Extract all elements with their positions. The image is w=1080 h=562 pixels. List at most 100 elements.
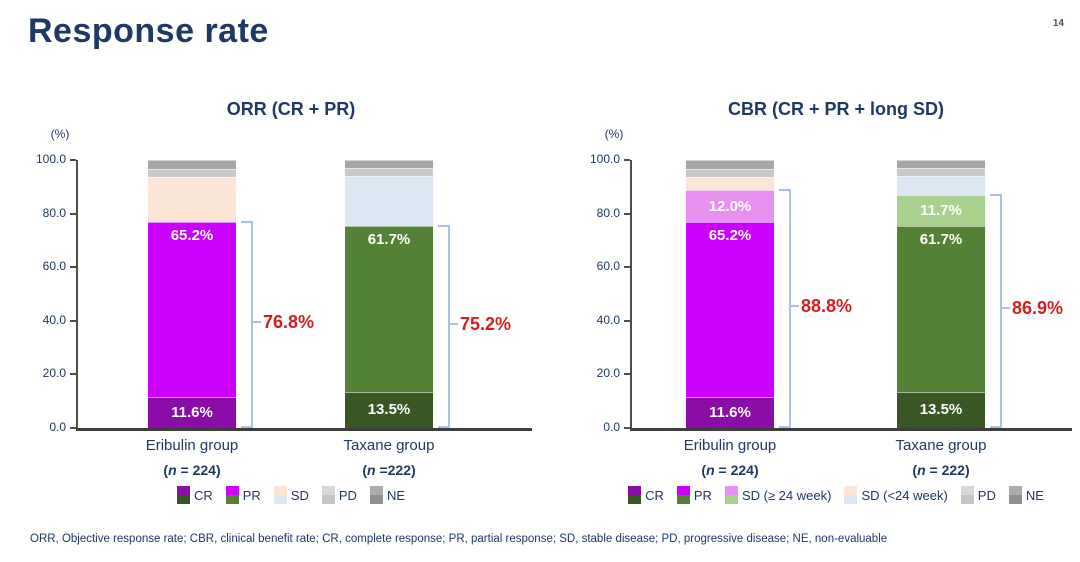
bar-segment-SD-24-week- [897,176,985,196]
legend-swatch-top [628,486,642,495]
y-axis-tick-label: 100.0 [589,152,620,166]
legend-swatch [676,486,690,504]
legend-label: PR [693,487,712,503]
bar-segment-CR: 13.5% [345,391,433,428]
bar-segment-SD [148,176,236,223]
legend-label: PR [242,487,261,503]
legend-label: PD [338,487,357,503]
bar-segment-SD-24-week- [686,176,774,190]
legend-item: PD [960,486,996,504]
bar-segment-PR: 65.2% [686,222,774,397]
legend-swatch-bottom [369,495,383,504]
legend-item: CR [176,486,213,504]
legend-swatch-top [1008,486,1022,495]
bracket-shape [241,221,261,429]
y-axis-tick-label: 40.0 [596,312,620,327]
segment-value-label: 11.7% [920,202,962,220]
y-axis-tick-label: 20.0 [42,366,66,381]
legend-swatch-top [676,486,690,495]
bar-segment-PD [148,168,236,177]
y-axis-tick-mark [70,373,76,376]
y-axis-tick-mark [624,319,630,322]
legend-item: NE [369,486,405,504]
legend-item: SD (<24 week) [844,486,948,504]
group-label: Eribulin group [683,437,777,454]
chart-legend: CR PR SD (≥ 24 week) SD (<24 week) PD NE [566,486,1080,504]
segment-value-label: 11.6% [709,403,751,421]
y-axis-tick-label: 20.0 [596,366,620,381]
legend-swatch-bottom [176,495,190,504]
bar-segment-PD [345,168,433,177]
y-axis-tick-mark [70,427,76,429]
legend-swatch [369,486,383,504]
legend-swatch [1008,486,1022,504]
y-axis-tick-mark [70,159,76,161]
x-axis-line [76,428,532,431]
legend-swatch-top [369,486,383,495]
x-axis-line [630,428,1072,431]
y-axis-tick-mark [624,266,630,269]
group-label: Taxane group [343,437,435,454]
legend-swatch-bottom [273,495,287,504]
legend-swatch [273,486,287,504]
bar-segment-NE [345,160,433,169]
y-axis-tick-mark [70,319,76,322]
legend-swatch-top [321,486,335,495]
legend-swatch-bottom [1008,495,1022,504]
legend-swatch [225,486,239,504]
y-axis-tick-mark [624,212,630,215]
segment-value-label: 61.7% [367,231,411,249]
bracket-shape [779,189,799,429]
y-axis-tick-label: 100.0 [35,152,66,166]
legend-swatch [176,486,190,504]
total-percent-label: 75.2% [460,314,512,335]
bar-segment-PR: 65.2% [148,222,236,397]
n-italic: n [168,462,177,478]
y-axis-tick-mark [70,266,76,269]
y-axis-tick-mark [624,373,630,376]
n-italic: n [367,462,376,478]
bar-segment-SD-24-week-: 11.7% [897,195,985,227]
legend-item: PD [321,486,357,504]
total-bracket [240,221,264,434]
legend-swatch-bottom [724,495,738,504]
legend-item: NE [1008,486,1044,504]
y-axis-unit-label: (%) [604,127,624,141]
total-percent-label: 76.8% [263,312,315,333]
bar-segment-SD-24-week-: 12.0% [686,190,774,223]
y-axis-tick-label: 80.0 [42,205,66,220]
legend-label: NE [1025,487,1044,503]
total-bracket [437,225,461,434]
total-bracket [778,189,802,434]
bracket-shape [990,194,1010,429]
segment-value-label: 13.5% [367,401,411,419]
legend-label: SD (<24 week) [861,487,948,503]
legend-swatch-top [225,486,239,495]
legend-swatch-top [176,486,190,495]
group-n-label: (n =222) [362,462,416,478]
y-axis-tick-label: 80.0 [596,205,620,220]
bar-segment-PR: 61.7% [345,226,433,392]
legend-item: PR [676,486,712,504]
legend-swatch-bottom [628,495,642,504]
legend-label: SD (≥ 24 week) [741,487,832,503]
y-axis-unit-label: (%) [50,127,70,141]
bar-segment-CR: 11.6% [148,396,236,428]
chart-title: ORR (CR + PR) [226,99,356,119]
legend-swatch-bottom [844,495,858,504]
segment-value-label: 65.2% [170,227,214,245]
chart-title: CBR (CR + PR + long SD) [727,99,944,119]
n-italic: n [917,462,926,478]
bar-segment-NE [897,160,985,169]
legend-swatch-top [273,486,287,495]
y-axis-line [630,160,632,430]
total-bracket [989,194,1013,434]
legend-item: CR [628,486,664,504]
bar-segment-PD [686,168,774,177]
bar-segment-NE [148,160,236,169]
legend-swatch [960,486,974,504]
legend-item: SD [273,486,309,504]
legend-swatch [628,486,642,504]
total-percent-label: 88.8% [801,295,853,316]
